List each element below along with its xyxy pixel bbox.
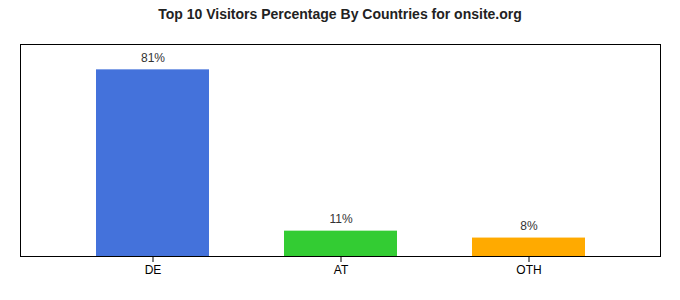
svg-text:8%: 8%: [520, 219, 538, 233]
html-text:Top 10 Visitors Percentage By: Top 10 Visitors Percentage By Countries …: [158, 6, 522, 22]
svg-text:AT: AT: [334, 263, 349, 277]
svg-text:81%: 81%: [141, 51, 165, 65]
svg-text:OTH: OTH: [516, 263, 541, 277]
svg-text:11%: 11%: [329, 212, 352, 226]
svg-text:DE: DE: [145, 263, 162, 277]
